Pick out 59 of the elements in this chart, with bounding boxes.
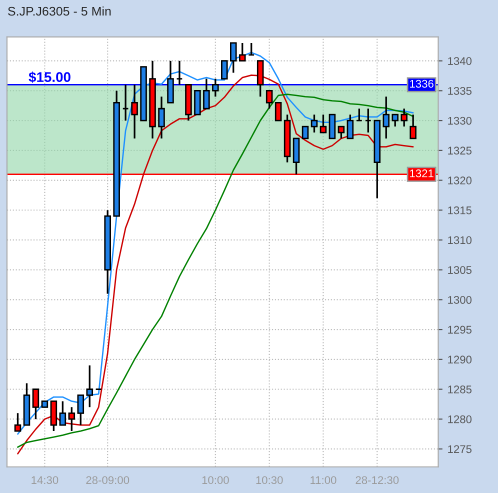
candlestick — [410, 114, 416, 140]
candlestick — [68, 406, 76, 432]
candlestick — [392, 114, 399, 128]
x-tick-label: 28-09:00 — [86, 476, 130, 484]
candlestick — [230, 42, 237, 74]
y-tick-label: 1305 — [448, 266, 472, 274]
y-tick-label: 1290 — [448, 356, 472, 364]
candlestick — [194, 90, 201, 116]
annotation: $15.00 — [28, 72, 70, 83]
x-tick-label: 28-12:30 — [356, 476, 399, 484]
candlestick — [221, 60, 228, 80]
ref-line-label: 1321 — [410, 169, 434, 178]
candlestick — [212, 78, 219, 98]
y-tick-label: 1275 — [448, 445, 472, 454]
candlestick — [310, 114, 318, 134]
candlestick — [256, 60, 264, 98]
candlestick — [14, 412, 22, 432]
candlestick — [400, 108, 408, 128]
ref-line-label: 1336 — [410, 80, 434, 88]
y-tick-label: 1315 — [448, 206, 472, 214]
candlestick — [320, 114, 327, 134]
candlestick — [32, 388, 40, 420]
chart-title: S.JP.J6305 - 5 Min — [8, 6, 111, 16]
candlestick — [86, 364, 94, 408]
candlestick — [158, 96, 165, 140]
y-tick-label: 1295 — [448, 326, 472, 334]
y-tick-label: 1320 — [448, 176, 472, 184]
candlestick — [364, 108, 372, 134]
y-tick-label: 1340 — [448, 57, 472, 65]
candlestick — [338, 126, 345, 140]
candlestick — [328, 114, 336, 140]
y-tick-label: 1300 — [448, 296, 472, 304]
y-tick-label: 1325 — [448, 146, 472, 155]
y-tick-label: 1335 — [448, 86, 472, 95]
y-tick-label: 1285 — [448, 386, 472, 394]
x-tick-label: 10:30 — [256, 476, 283, 484]
candlestick — [77, 394, 84, 426]
candlestick — [274, 102, 282, 122]
candlestick — [302, 126, 309, 140]
candlestick — [382, 96, 390, 140]
candlestick — [356, 108, 363, 122]
x-tick-label: 11:00 — [310, 476, 336, 484]
candlestick — [131, 84, 138, 140]
candlestick — [248, 42, 255, 56]
candlestick — [122, 84, 129, 122]
y-tick-label: 1280 — [448, 415, 472, 424]
candlestick — [167, 60, 174, 104]
candlestick — [50, 400, 58, 432]
candlestick — [266, 90, 273, 110]
candlestick — [59, 400, 66, 426]
candlestick — [176, 60, 183, 86]
candlestick — [203, 78, 210, 110]
y-tick-label: 1310 — [448, 236, 472, 244]
x-tick-label: 10:00 — [202, 476, 229, 484]
candlestick — [346, 114, 354, 140]
candlestick — [238, 42, 246, 62]
candlestick — [292, 138, 300, 176]
y-tick-label: 1330 — [448, 116, 472, 125]
x-tick-label: 14:30 — [32, 476, 58, 484]
